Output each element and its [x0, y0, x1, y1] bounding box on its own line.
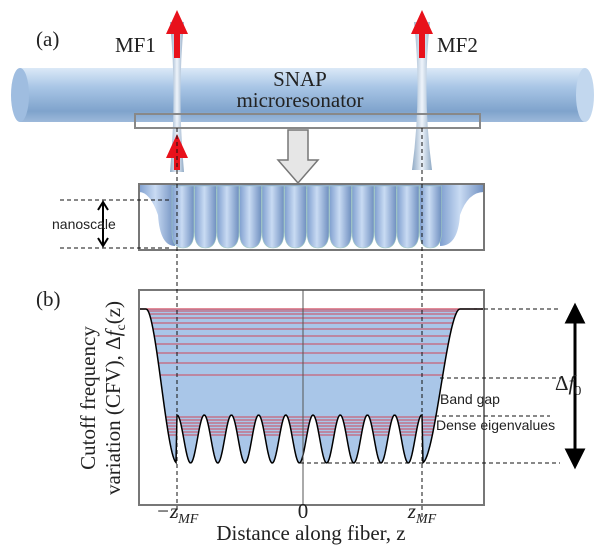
y-label-line: variation (CFV), Δfc(z) [101, 301, 129, 495]
mf2-label: MF2 [437, 33, 478, 57]
y-label-line: Cutoff frequency [76, 326, 100, 470]
profile-bump [239, 185, 262, 249]
resonator-label: SNAP [273, 67, 327, 91]
x-label: Distance along fiber, z [216, 521, 405, 545]
profile-bump [419, 185, 442, 249]
arrow [411, 10, 433, 58]
arrow [166, 10, 188, 58]
region-box [134, 113, 481, 129]
text: −z [156, 499, 178, 523]
dense-label: Dense eigenvalues [436, 417, 555, 433]
x-tick-label: −zMF [156, 499, 199, 527]
profile-bump [351, 185, 375, 249]
text: c [114, 324, 129, 330]
text: 0 [574, 384, 581, 399]
text: (z) [101, 301, 125, 324]
profile-bump [216, 185, 240, 249]
text: MF [415, 512, 437, 527]
depth-label: Δf0 [555, 371, 581, 399]
well-fill [140, 309, 483, 463]
plot-box [138, 289, 485, 506]
profile-wall [139, 184, 175, 246]
mf1-label: MF1 [115, 33, 156, 57]
down-arrow [276, 129, 320, 185]
text: f [101, 327, 125, 336]
text: variation (CFV), Δ [101, 336, 125, 495]
resonator-label: microresonator [236, 88, 363, 112]
text: Δ [555, 371, 569, 395]
x-tick-label: 0 [298, 499, 309, 523]
profile-bump [261, 185, 285, 249]
x-tick-label: zMF [407, 499, 437, 527]
panel-label: (b) [36, 287, 61, 311]
microfiber [170, 22, 184, 172]
panel-label: (a) [36, 27, 59, 51]
scale-label: nanoscale [52, 216, 116, 232]
cfv-plot [140, 308, 483, 465]
profile-bump [194, 185, 217, 249]
profile-bump [284, 185, 307, 249]
text: MF [177, 512, 199, 527]
text: f [569, 371, 578, 395]
fiber-end [576, 68, 594, 122]
microfiber [412, 22, 432, 170]
x-ticks: −zMF 0 zMF [156, 499, 437, 527]
band-gap-label: Band gap [440, 391, 500, 407]
fiber-end [11, 68, 29, 122]
profile-wall [440, 184, 484, 246]
profile-bump [171, 185, 195, 249]
profile-bump [374, 185, 397, 249]
y-label: Cutoff frequency variation (CFV), Δfc(z) [76, 301, 129, 495]
profile-inset [139, 184, 484, 249]
profile-bump [396, 185, 420, 249]
inset-box [138, 183, 485, 251]
profile-bump [306, 185, 330, 249]
cfv-curve [140, 308, 483, 465]
text: z [407, 499, 416, 523]
profile-bump [329, 185, 352, 249]
text: 0 [298, 499, 309, 523]
scale-arrow [97, 200, 109, 248]
depth-arrow [564, 302, 586, 470]
